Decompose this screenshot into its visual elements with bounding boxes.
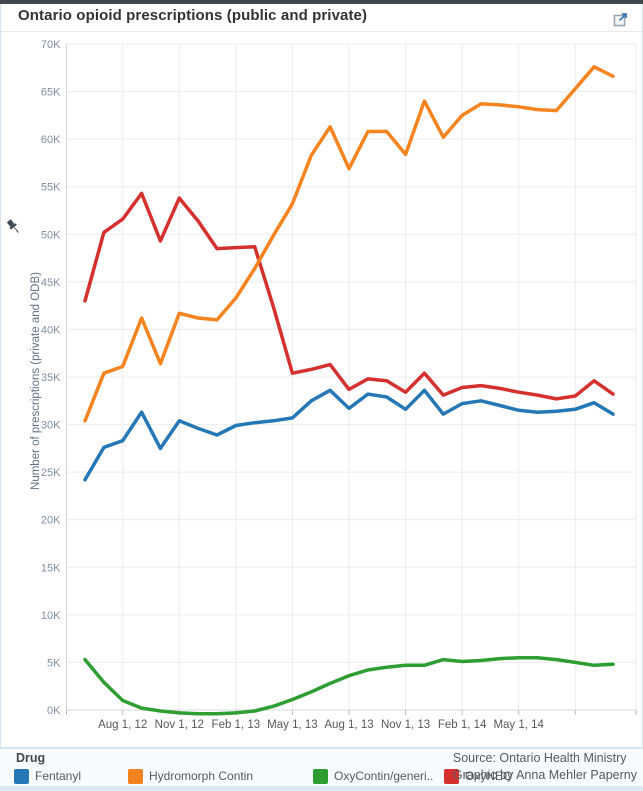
y-tick-label: 50K (41, 229, 61, 241)
y-tick-label: 10K (41, 610, 61, 622)
x-tick-label: Aug 1, 13 (324, 719, 373, 731)
top-bar (0, 0, 643, 4)
y-tick-label: 40K (41, 324, 61, 336)
source-line-2: Graphic by Anna Mehler Paperny (452, 768, 637, 782)
x-tick-label: Nov 1, 13 (381, 719, 430, 731)
legend-swatch (313, 768, 328, 784)
y-tick-label: 70K (41, 39, 61, 51)
chart-canvas: 0K 5K 10K 15K 20K 25K 30K 35K 40K 45K 50K 55K 60K 65K… (30, 39, 637, 731)
x-tick-label: Nov 1, 12 (155, 719, 204, 731)
page-title: Ontario opioid prescriptions (public and… (18, 7, 368, 24)
y-tick-label: 30K (41, 420, 61, 432)
y-tick-label: 20K (41, 515, 61, 527)
legend-swatch (444, 768, 459, 784)
card-body: Ontario opioid prescriptions (public and… (0, 4, 643, 747)
series-line-oxyneo[interactable] (83, 191, 615, 401)
y-axis-title: Number of prescriptions (private and ODB… (30, 272, 42, 490)
source-block: Source: Ontario Health Ministry Graphic … (453, 750, 637, 784)
series-line-oxycontin-generic[interactable] (83, 655, 615, 716)
legend-item-label: OxyContin/generi.. (334, 769, 434, 783)
x-tick-label: May 1, 14 (493, 719, 544, 731)
y-tick-label: 0K (47, 705, 61, 717)
y-tick-label: 65K (41, 87, 61, 99)
legend-item-oxyneo[interactable]: OxyNEO (444, 768, 512, 784)
legend-item-label: Fentanyl (35, 769, 82, 783)
x-tick-label: Aug 1, 12 (98, 719, 147, 731)
card-header: Ontario opioid prescriptions (public and… (1, 4, 642, 32)
y-tick-label: 25K (41, 467, 61, 479)
series-line-fentanyl[interactable] (83, 388, 615, 482)
x-tick-label: Feb 1, 14 (438, 719, 487, 731)
legend: Drug Fentanyl Hydromorph Contin OxyContin/… (0, 747, 643, 791)
series-line-hydromorph-contin[interactable] (83, 65, 615, 423)
x-tick-label: Feb 1, 13 (212, 719, 261, 731)
y-tick-label: 35K (41, 372, 61, 384)
source-line-1: Source: Ontario Health Ministry (452, 751, 627, 765)
external-link-icon[interactable] (613, 11, 629, 27)
legend-swatch (14, 768, 29, 784)
legend-swatch (128, 768, 143, 784)
legend-item-label: OxyNEO (465, 769, 513, 783)
y-tick-label: 45K (41, 277, 61, 289)
legend-title: Drug (16, 751, 46, 765)
legend-item-oxycontin-generi-[interactable]: OxyContin/generi.. (313, 768, 433, 784)
legend-item-hydromorph-contin[interactable]: Hydromorph Contin (128, 768, 253, 784)
legend-item-fentanyl[interactable]: Fentanyl (14, 768, 81, 784)
y-tick-label: 55K (41, 182, 61, 194)
y-tick-label: 15K (41, 562, 61, 574)
pushpin-icon[interactable] (4, 218, 22, 238)
chart-area: 0K 5K 10K 15K 20K 25K 30K 35K 40K 45K 50K 55K 60K 65K… (1, 31, 642, 747)
x-tick-label: May 1, 13 (267, 719, 318, 731)
y-tick-label: 5K (47, 657, 61, 669)
y-tick-label: 60K (41, 134, 61, 146)
legend-item-label: Hydromorph Contin (149, 769, 254, 783)
